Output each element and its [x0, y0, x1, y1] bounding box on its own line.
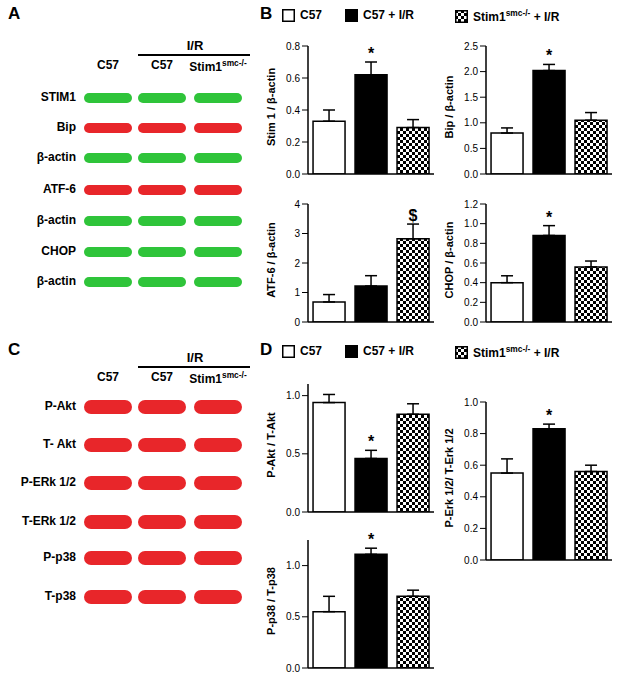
svg-text:0.5: 0.5 — [464, 143, 478, 154]
html-text:Bip / β-actin: Bip / β-actin — [443, 75, 455, 139]
html-text:P-p38 / T-p38: P-p38 / T-p38 — [265, 567, 277, 635]
html-text:P-ERk 1/2: P-ERk 1/2 — [20, 475, 76, 489]
svg-text:*: * — [546, 407, 553, 424]
html-text:C57: C57 — [97, 370, 119, 384]
svg-text:0.0: 0.0 — [286, 169, 300, 180]
svg-text:2.5: 2.5 — [464, 41, 478, 52]
svg-text:1.0: 1.0 — [464, 117, 478, 128]
svg-text:0.2: 0.2 — [464, 523, 478, 534]
svg-text:0.0: 0.0 — [286, 507, 300, 518]
svg-text:0: 0 — [294, 317, 300, 328]
svg-text:0.4: 0.4 — [464, 491, 478, 502]
svg-text:1.2: 1.2 — [464, 199, 478, 210]
svg-text:1: 1 — [294, 287, 300, 298]
svg-text:2: 2 — [294, 258, 300, 269]
svg-text:0.8: 0.8 — [286, 41, 300, 52]
html-text:C57 + I/R: C57 + I/R — [363, 344, 414, 358]
svg-text:0.4: 0.4 — [286, 105, 300, 116]
html-text:CHOP / β-actin: CHOP / β-actin — [443, 221, 455, 299]
svg-text:0.8: 0.8 — [464, 428, 478, 439]
html-text:β-actin: β-actin — [36, 150, 76, 164]
svg-text:1.0: 1.0 — [286, 390, 300, 401]
html-text:I/R: I/R — [186, 350, 204, 365]
html-text:Stim1smc-/-+ I/R: Stim1smc-/-+ I/R — [473, 344, 560, 360]
html-text:β-actin: β-actin — [36, 213, 76, 227]
html-text:C57: C57 — [151, 370, 173, 384]
svg-text:*: * — [368, 531, 375, 548]
html-text:P-Akt / T-Akt: P-Akt / T-Akt — [265, 412, 277, 478]
svg-text:1.0: 1.0 — [286, 560, 300, 571]
svg-text:0.6: 0.6 — [464, 460, 478, 471]
svg-text:1.0: 1.0 — [464, 218, 478, 229]
html-text:Stim1smc-/-: Stim1smc-/- — [189, 370, 247, 386]
svg-text:0.0: 0.0 — [464, 555, 478, 566]
svg-text:0.0: 0.0 — [464, 169, 478, 180]
svg-text:1.5: 1.5 — [464, 92, 478, 103]
html-text:P-Erk 1/2/ T-Erk 1/2: P-Erk 1/2/ T-Erk 1/2 — [443, 428, 455, 528]
svg-text:*: * — [546, 47, 553, 64]
html-text:A: A — [8, 4, 21, 23]
html-text:T- Akt: T- Akt — [43, 437, 76, 451]
svg-text:*: * — [368, 45, 375, 62]
html-text:C: C — [8, 340, 21, 359]
svg-text:0.5: 0.5 — [286, 611, 300, 622]
html-text:T-ERk 1/2: T-ERk 1/2 — [22, 514, 76, 528]
svg-text:0.0: 0.0 — [464, 317, 478, 328]
html-text:CHOP: CHOP — [41, 244, 76, 258]
html-text:C57: C57 — [300, 344, 322, 358]
svg-text:$: $ — [409, 207, 418, 224]
svg-text:0.5: 0.5 — [286, 448, 300, 459]
html-text:D: D — [260, 340, 273, 359]
html-text:Stim1smc-/-+ I/R: Stim1smc-/-+ I/R — [473, 8, 560, 24]
svg-text:*: * — [368, 433, 375, 450]
html-text:C57 + I/R: C57 + I/R — [363, 8, 414, 22]
html-text:Stim1smc-/-: Stim1smc-/- — [189, 58, 247, 74]
svg-text:2.0: 2.0 — [464, 66, 478, 77]
html-text:C57: C57 — [300, 8, 322, 22]
svg-text:*: * — [546, 209, 553, 226]
html-text:Bip: Bip — [56, 120, 76, 134]
svg-text:0.2: 0.2 — [464, 297, 478, 308]
svg-text:0.8: 0.8 — [464, 238, 478, 249]
svg-text:4: 4 — [294, 199, 300, 210]
html-text:I/R: I/R — [186, 38, 204, 53]
html-text:β-actin: β-actin — [36, 274, 76, 288]
svg-text:0.6: 0.6 — [464, 258, 478, 269]
svg-text:3: 3 — [294, 228, 300, 239]
svg-text:0.2: 0.2 — [286, 137, 300, 148]
svg-text:0.6: 0.6 — [286, 73, 300, 84]
html-text:C57: C57 — [151, 58, 173, 72]
html-text:Stim 1 / β-actin: Stim 1 / β-actin — [265, 67, 277, 147]
html-text:ATF-6 / β-actin: ATF-6 / β-actin — [265, 222, 277, 298]
html-text:STIM1: STIM1 — [40, 90, 76, 104]
svg-text:0.4: 0.4 — [464, 277, 478, 288]
html-text:P-Akt: P-Akt — [44, 399, 76, 413]
html-text:P-p38: P-p38 — [43, 550, 76, 564]
html-text:ATF-6: ATF-6 — [42, 182, 76, 196]
html-text:B: B — [260, 4, 273, 23]
html-text:C57: C57 — [97, 58, 119, 72]
html-text:T-p38: T-p38 — [44, 589, 76, 603]
svg-text:0.0: 0.0 — [286, 663, 300, 674]
svg-text:1.0: 1.0 — [464, 397, 478, 408]
